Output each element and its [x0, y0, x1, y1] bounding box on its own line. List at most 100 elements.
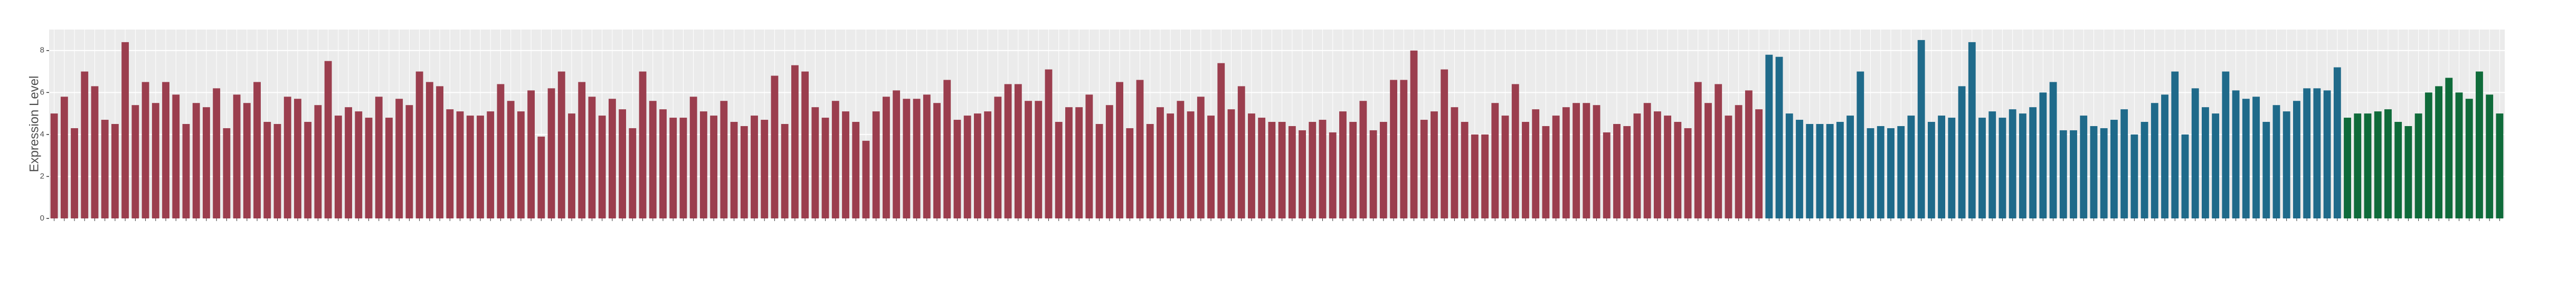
- bar: [2445, 78, 2453, 218]
- bar: [233, 94, 241, 218]
- y-tick-label: 6: [40, 88, 44, 97]
- bar: [1857, 71, 1864, 219]
- bar: [1623, 126, 1631, 218]
- bar: [1197, 97, 1205, 218]
- bar: [1562, 107, 1570, 218]
- bar: [1583, 103, 1590, 218]
- bar: [1085, 94, 1093, 218]
- bar: [1227, 109, 1235, 218]
- y-tick-label: 0: [40, 214, 44, 223]
- bar: [1715, 84, 1722, 218]
- bar: [699, 111, 707, 218]
- bar: [101, 120, 109, 218]
- bar: [283, 97, 291, 218]
- bar: [1573, 103, 1580, 218]
- bar: [2141, 122, 2148, 218]
- bar: [1105, 105, 1113, 218]
- bar: [649, 101, 657, 218]
- bar: [1390, 80, 1397, 218]
- bar: [2333, 67, 2341, 218]
- bar: [2080, 116, 2088, 218]
- bar: [2242, 99, 2250, 218]
- bar: [608, 99, 616, 218]
- bar: [50, 113, 58, 218]
- bar: [1725, 116, 1732, 218]
- bar: [2029, 107, 2037, 218]
- bar: [243, 103, 251, 218]
- bar: [872, 111, 880, 218]
- bar: [2059, 130, 2067, 218]
- bar: [1319, 120, 1327, 218]
- bar: [1633, 113, 1641, 218]
- bar: [1431, 111, 1438, 218]
- bar: [588, 97, 596, 218]
- bar: [781, 124, 789, 218]
- bar: [2476, 71, 2483, 219]
- bar: [1796, 120, 1803, 218]
- bar: [1846, 116, 1854, 218]
- bar: [2344, 118, 2351, 218]
- bar: [1593, 105, 1600, 218]
- bar: [1420, 120, 1428, 218]
- bar: [1684, 128, 1692, 218]
- bar: [1745, 90, 1753, 218]
- bar: [375, 97, 383, 218]
- bar: [1694, 82, 1702, 218]
- bar: [1095, 124, 1103, 218]
- bar: [111, 124, 119, 218]
- bar: [1653, 111, 1661, 218]
- bar: [1532, 109, 1540, 218]
- bar: [2252, 97, 2260, 218]
- bar: [1755, 109, 1763, 218]
- bar: [943, 80, 951, 218]
- bar: [1004, 84, 1012, 218]
- bar: [852, 122, 860, 218]
- bar: [2313, 88, 2321, 218]
- bar: [2384, 109, 2392, 218]
- bar: [984, 111, 992, 218]
- bar: [923, 94, 931, 218]
- bar: [1978, 118, 1986, 218]
- bar: [1887, 128, 1895, 218]
- bar: [192, 103, 200, 218]
- bar: [1826, 124, 1834, 218]
- bar: [963, 116, 971, 218]
- bar: [1867, 128, 1874, 218]
- bar: [1907, 116, 1915, 218]
- bar: [2191, 88, 2199, 218]
- bar: [2201, 107, 2209, 218]
- bar: [324, 61, 332, 219]
- bar: [893, 90, 901, 218]
- bar: [1704, 103, 1712, 218]
- bar: [1735, 105, 1742, 218]
- bar: [1938, 116, 1946, 218]
- bar: [2212, 113, 2220, 218]
- bar: [669, 118, 677, 218]
- bar: [2161, 94, 2168, 218]
- bar: [2364, 113, 2372, 218]
- bar: [1897, 126, 1905, 218]
- bar: [1217, 63, 1225, 219]
- bar: [151, 103, 159, 218]
- y-tick-label: 2: [40, 171, 44, 180]
- bar: [1927, 122, 1935, 218]
- bar: [2465, 99, 2473, 218]
- bar: [2496, 113, 2504, 218]
- bar: [1785, 113, 1793, 218]
- bar: [2019, 113, 2026, 218]
- bar: [1136, 80, 1144, 218]
- bar: [1014, 84, 1022, 218]
- bar: [497, 84, 505, 218]
- bar: [2414, 113, 2422, 218]
- bar: [2303, 88, 2311, 218]
- bar: [2120, 109, 2128, 218]
- bar: [1816, 124, 1824, 218]
- bar: [801, 71, 809, 219]
- bar: [1400, 80, 1408, 218]
- bar: [2039, 92, 2047, 218]
- bar: [1501, 116, 1509, 218]
- bar: [689, 97, 697, 218]
- bar: [659, 109, 667, 218]
- bar: [1177, 101, 1185, 218]
